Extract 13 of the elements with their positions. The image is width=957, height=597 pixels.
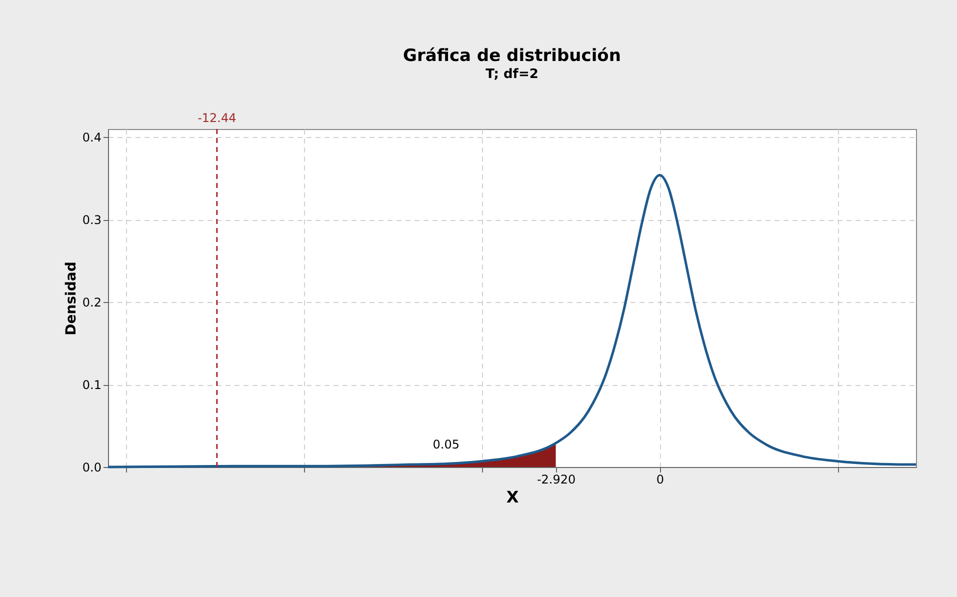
y-tick-label: 0.3 (82, 213, 102, 228)
y-axis-title: Densidad (63, 262, 80, 336)
y-tick-label: 0.1 (82, 378, 102, 392)
y-tick-label: 0.2 (82, 296, 102, 310)
y-tick-label: 0.0 (82, 460, 102, 474)
ref-line-label: -12.44 (198, 111, 236, 125)
x-axis-title: X (506, 488, 520, 506)
x-tick-label: 0 (656, 472, 664, 486)
chart-title: Gráfica de distribución (403, 46, 621, 66)
x-tick-label: -2.920 (536, 472, 576, 486)
chart-subtitle: T; df=2 (486, 67, 538, 82)
annotation: 0.05 (432, 438, 460, 452)
y-tick-label: 0.4 (82, 130, 102, 145)
